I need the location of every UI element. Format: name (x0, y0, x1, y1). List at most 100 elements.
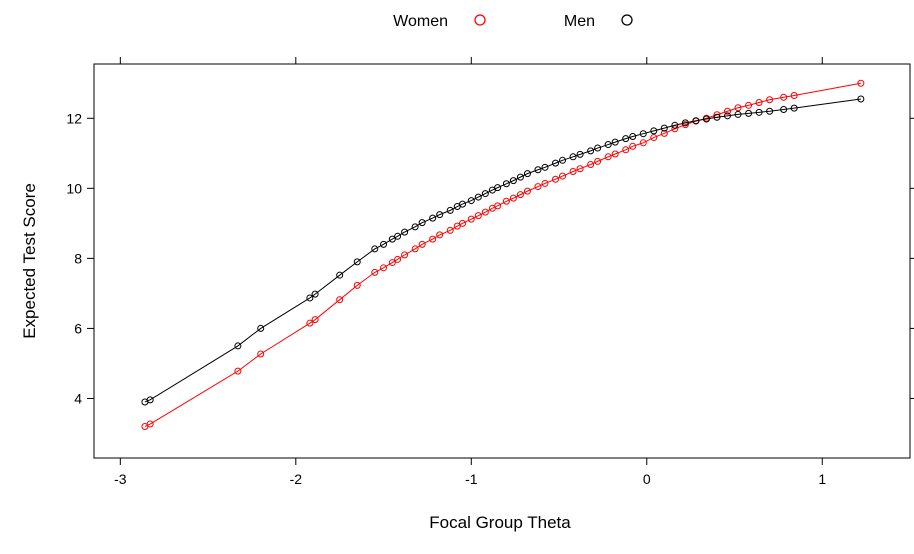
y-axis-title: Expected Test Score (20, 183, 39, 339)
data-point (394, 232, 402, 240)
data-point (723, 112, 731, 120)
data-point (660, 129, 668, 137)
data-point (388, 235, 396, 243)
data-point (429, 214, 437, 222)
x-tick-label: 1 (818, 471, 826, 487)
data-point (494, 184, 502, 192)
data-point (306, 294, 314, 302)
x-tick-label: -2 (290, 471, 303, 487)
data-point (541, 179, 549, 187)
y-axis: 4 6 8 10 12 (66, 110, 914, 406)
data-point (660, 124, 668, 132)
data-point (380, 264, 388, 272)
data-point (481, 190, 489, 198)
data-point (311, 316, 319, 324)
legend-marker (621, 14, 633, 26)
legend: Women Men (393, 13, 633, 30)
data-point (467, 215, 475, 223)
data-point (587, 161, 595, 169)
series-layer (141, 79, 865, 430)
data-point (541, 163, 549, 171)
data-point (611, 150, 619, 158)
data-point (639, 139, 647, 147)
data-point (516, 173, 524, 181)
data-point (745, 109, 753, 117)
data-point (502, 180, 510, 188)
plot-frame (93, 63, 911, 459)
data-point (790, 92, 798, 100)
data-point (311, 290, 319, 298)
data-point (755, 108, 763, 116)
data-point (502, 197, 510, 205)
data-point (257, 324, 265, 332)
data-point (494, 202, 502, 210)
data-point (755, 99, 763, 107)
data-point (336, 271, 344, 279)
data-point (559, 156, 567, 164)
data-point (569, 153, 577, 161)
data-point (734, 110, 742, 118)
data-point (576, 150, 584, 158)
data-point (401, 251, 409, 259)
y-tick-label: 10 (66, 180, 82, 196)
data-point (702, 115, 710, 123)
y-tick-label: 6 (74, 320, 82, 336)
data-point (629, 142, 637, 150)
data-point (388, 259, 396, 267)
data-point (650, 127, 658, 135)
data-point (394, 255, 402, 263)
data-point (766, 96, 774, 104)
y-tick-label: 8 (74, 250, 82, 266)
data-point (467, 197, 475, 205)
series-line (144, 82, 861, 427)
data-point (446, 206, 454, 214)
x-axis: -3 -2 -1 0 1 (114, 57, 826, 487)
series-women (141, 79, 865, 430)
data-point (234, 367, 242, 375)
data-point (481, 208, 489, 216)
data-point (411, 245, 419, 253)
data-point (713, 113, 721, 121)
data-point (523, 187, 531, 195)
data-point (146, 396, 154, 404)
data-point (474, 212, 482, 220)
x-tick-label: 0 (643, 471, 651, 487)
data-point (713, 111, 721, 119)
data-point (671, 121, 679, 129)
data-point (401, 228, 409, 236)
data-point (780, 93, 788, 101)
data-point (411, 223, 419, 231)
data-point (459, 219, 467, 227)
data-point (234, 342, 242, 350)
data-point (622, 146, 630, 154)
data-point (418, 219, 426, 227)
y-tick-label: 4 (74, 390, 82, 406)
data-point (336, 296, 344, 304)
data-point (857, 79, 865, 87)
data-point (569, 168, 577, 176)
data-point (681, 119, 689, 127)
data-point (474, 193, 482, 201)
x-tick-label: -3 (114, 471, 127, 487)
data-point (734, 104, 742, 112)
data-point (604, 153, 612, 161)
data-point (790, 104, 798, 112)
data-point (692, 117, 700, 125)
series-men (141, 95, 865, 406)
data-point (371, 268, 379, 276)
data-point (534, 183, 542, 191)
data-point (594, 157, 602, 165)
data-point (723, 107, 731, 115)
x-tick-label: -1 (465, 471, 478, 487)
y-tick-label: 12 (66, 110, 82, 126)
data-point (594, 144, 602, 152)
data-point (509, 177, 517, 185)
data-point (516, 191, 524, 199)
series-line (144, 98, 861, 403)
data-point (629, 132, 637, 140)
data-point (446, 226, 454, 234)
data-point (766, 107, 774, 115)
data-point (559, 172, 567, 180)
data-point (453, 222, 461, 230)
